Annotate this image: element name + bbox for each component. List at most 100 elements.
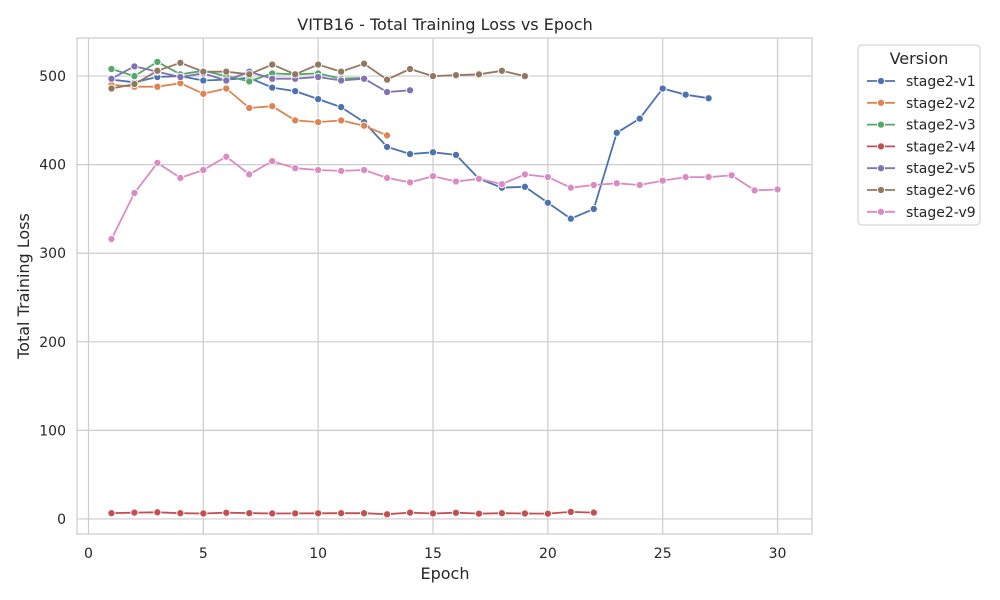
data-point bbox=[428, 172, 438, 181]
data-point bbox=[337, 509, 346, 518]
data-point bbox=[428, 72, 438, 81]
data-point bbox=[222, 76, 231, 85]
legend-label: stage2-v4 bbox=[906, 139, 976, 155]
data-point bbox=[245, 70, 254, 79]
data-point bbox=[130, 188, 139, 198]
x-tick-label: 5 bbox=[199, 546, 208, 562]
data-point bbox=[612, 179, 621, 188]
data-point bbox=[383, 142, 392, 151]
data-point bbox=[383, 131, 392, 140]
legend-item: stage2-v5 bbox=[867, 161, 976, 177]
data-point bbox=[199, 67, 208, 76]
data-point bbox=[153, 82, 162, 91]
data-point bbox=[360, 121, 369, 130]
data-point bbox=[360, 74, 369, 83]
data-point bbox=[153, 158, 162, 167]
series-stage2-v3 bbox=[107, 57, 369, 86]
data-point bbox=[405, 149, 415, 159]
x-tick-labels: 0 5 10 15 20 25 30 bbox=[84, 546, 786, 562]
data-point bbox=[543, 173, 552, 182]
data-point bbox=[222, 152, 231, 161]
data-point bbox=[360, 165, 369, 175]
data-point bbox=[130, 508, 139, 517]
data-point bbox=[314, 72, 323, 82]
legend-label: stage2-v9 bbox=[906, 205, 976, 221]
data-point bbox=[107, 74, 116, 83]
data-point bbox=[291, 116, 300, 125]
data-point bbox=[245, 77, 254, 86]
data-point bbox=[520, 72, 529, 81]
data-point bbox=[176, 509, 185, 518]
data-point bbox=[107, 84, 116, 93]
x-tick-label: 20 bbox=[539, 546, 557, 562]
data-point bbox=[727, 171, 736, 180]
data-point bbox=[268, 83, 277, 92]
y-tick-label: 0 bbox=[57, 512, 66, 528]
data-point bbox=[704, 173, 713, 182]
data-point bbox=[222, 67, 231, 76]
legend-marker bbox=[876, 98, 886, 107]
series-line bbox=[110, 155, 778, 240]
y-tick-label: 300 bbox=[39, 246, 66, 262]
y-axis-label: Total Training Loss bbox=[14, 213, 33, 360]
data-point bbox=[107, 509, 116, 518]
series-stage2-v9 bbox=[107, 152, 782, 244]
data-point bbox=[383, 510, 392, 519]
data-point bbox=[589, 204, 598, 213]
series-line bbox=[111, 75, 709, 220]
data-point bbox=[153, 508, 162, 517]
series-lines bbox=[107, 57, 782, 519]
data-point bbox=[474, 509, 484, 518]
data-point bbox=[268, 74, 277, 83]
y-tick-labels: 0 100 200 300 400 500 bbox=[39, 69, 66, 528]
data-point bbox=[222, 508, 231, 517]
legend-marker bbox=[876, 76, 886, 86]
legend: Version stage2-v1 stage2-v2 stage2-v3 stage… bbox=[857, 44, 981, 226]
series-stage2-v1 bbox=[107, 72, 713, 223]
data-point bbox=[130, 62, 139, 71]
x-tick-label: 0 bbox=[84, 546, 93, 562]
data-point bbox=[268, 509, 277, 518]
data-point bbox=[497, 66, 506, 75]
data-point bbox=[130, 80, 139, 89]
data-point bbox=[543, 198, 552, 207]
data-point bbox=[314, 165, 323, 175]
data-point bbox=[268, 157, 277, 166]
data-point bbox=[589, 508, 598, 517]
data-point bbox=[222, 84, 231, 93]
legend-title: Version bbox=[890, 49, 949, 68]
x-tick-label: 10 bbox=[309, 546, 327, 562]
data-point bbox=[268, 102, 277, 111]
data-point bbox=[566, 214, 575, 223]
data-point bbox=[383, 75, 392, 84]
data-point bbox=[520, 182, 529, 191]
data-point bbox=[337, 103, 346, 112]
data-point bbox=[245, 509, 254, 518]
data-point bbox=[245, 170, 254, 179]
y-tick-label: 100 bbox=[39, 423, 66, 439]
data-point bbox=[245, 103, 254, 113]
data-point bbox=[314, 60, 323, 69]
data-point bbox=[520, 509, 529, 518]
legend-item: stage2-v3 bbox=[867, 118, 976, 134]
legend-label: stage2-v1 bbox=[906, 74, 976, 90]
data-point bbox=[337, 67, 346, 76]
data-point bbox=[474, 70, 484, 79]
data-point bbox=[291, 509, 300, 518]
data-point bbox=[451, 150, 461, 159]
plot-frame bbox=[76, 37, 813, 535]
legend-item: stage2-v4 bbox=[867, 139, 976, 155]
x-tick-label: 30 bbox=[769, 546, 787, 562]
legend-label: stage2-v3 bbox=[906, 118, 976, 134]
data-point bbox=[405, 508, 415, 517]
data-point bbox=[681, 173, 690, 182]
legend-marker bbox=[876, 207, 886, 216]
data-point bbox=[199, 76, 208, 85]
legend-label: stage2-v2 bbox=[906, 96, 976, 112]
data-point bbox=[153, 66, 162, 75]
x-axis-label: Epoch bbox=[421, 564, 470, 583]
data-point bbox=[589, 180, 598, 190]
data-point bbox=[360, 59, 369, 68]
y-tick-label: 200 bbox=[39, 335, 66, 351]
legend-label: stage2-v6 bbox=[906, 183, 976, 199]
